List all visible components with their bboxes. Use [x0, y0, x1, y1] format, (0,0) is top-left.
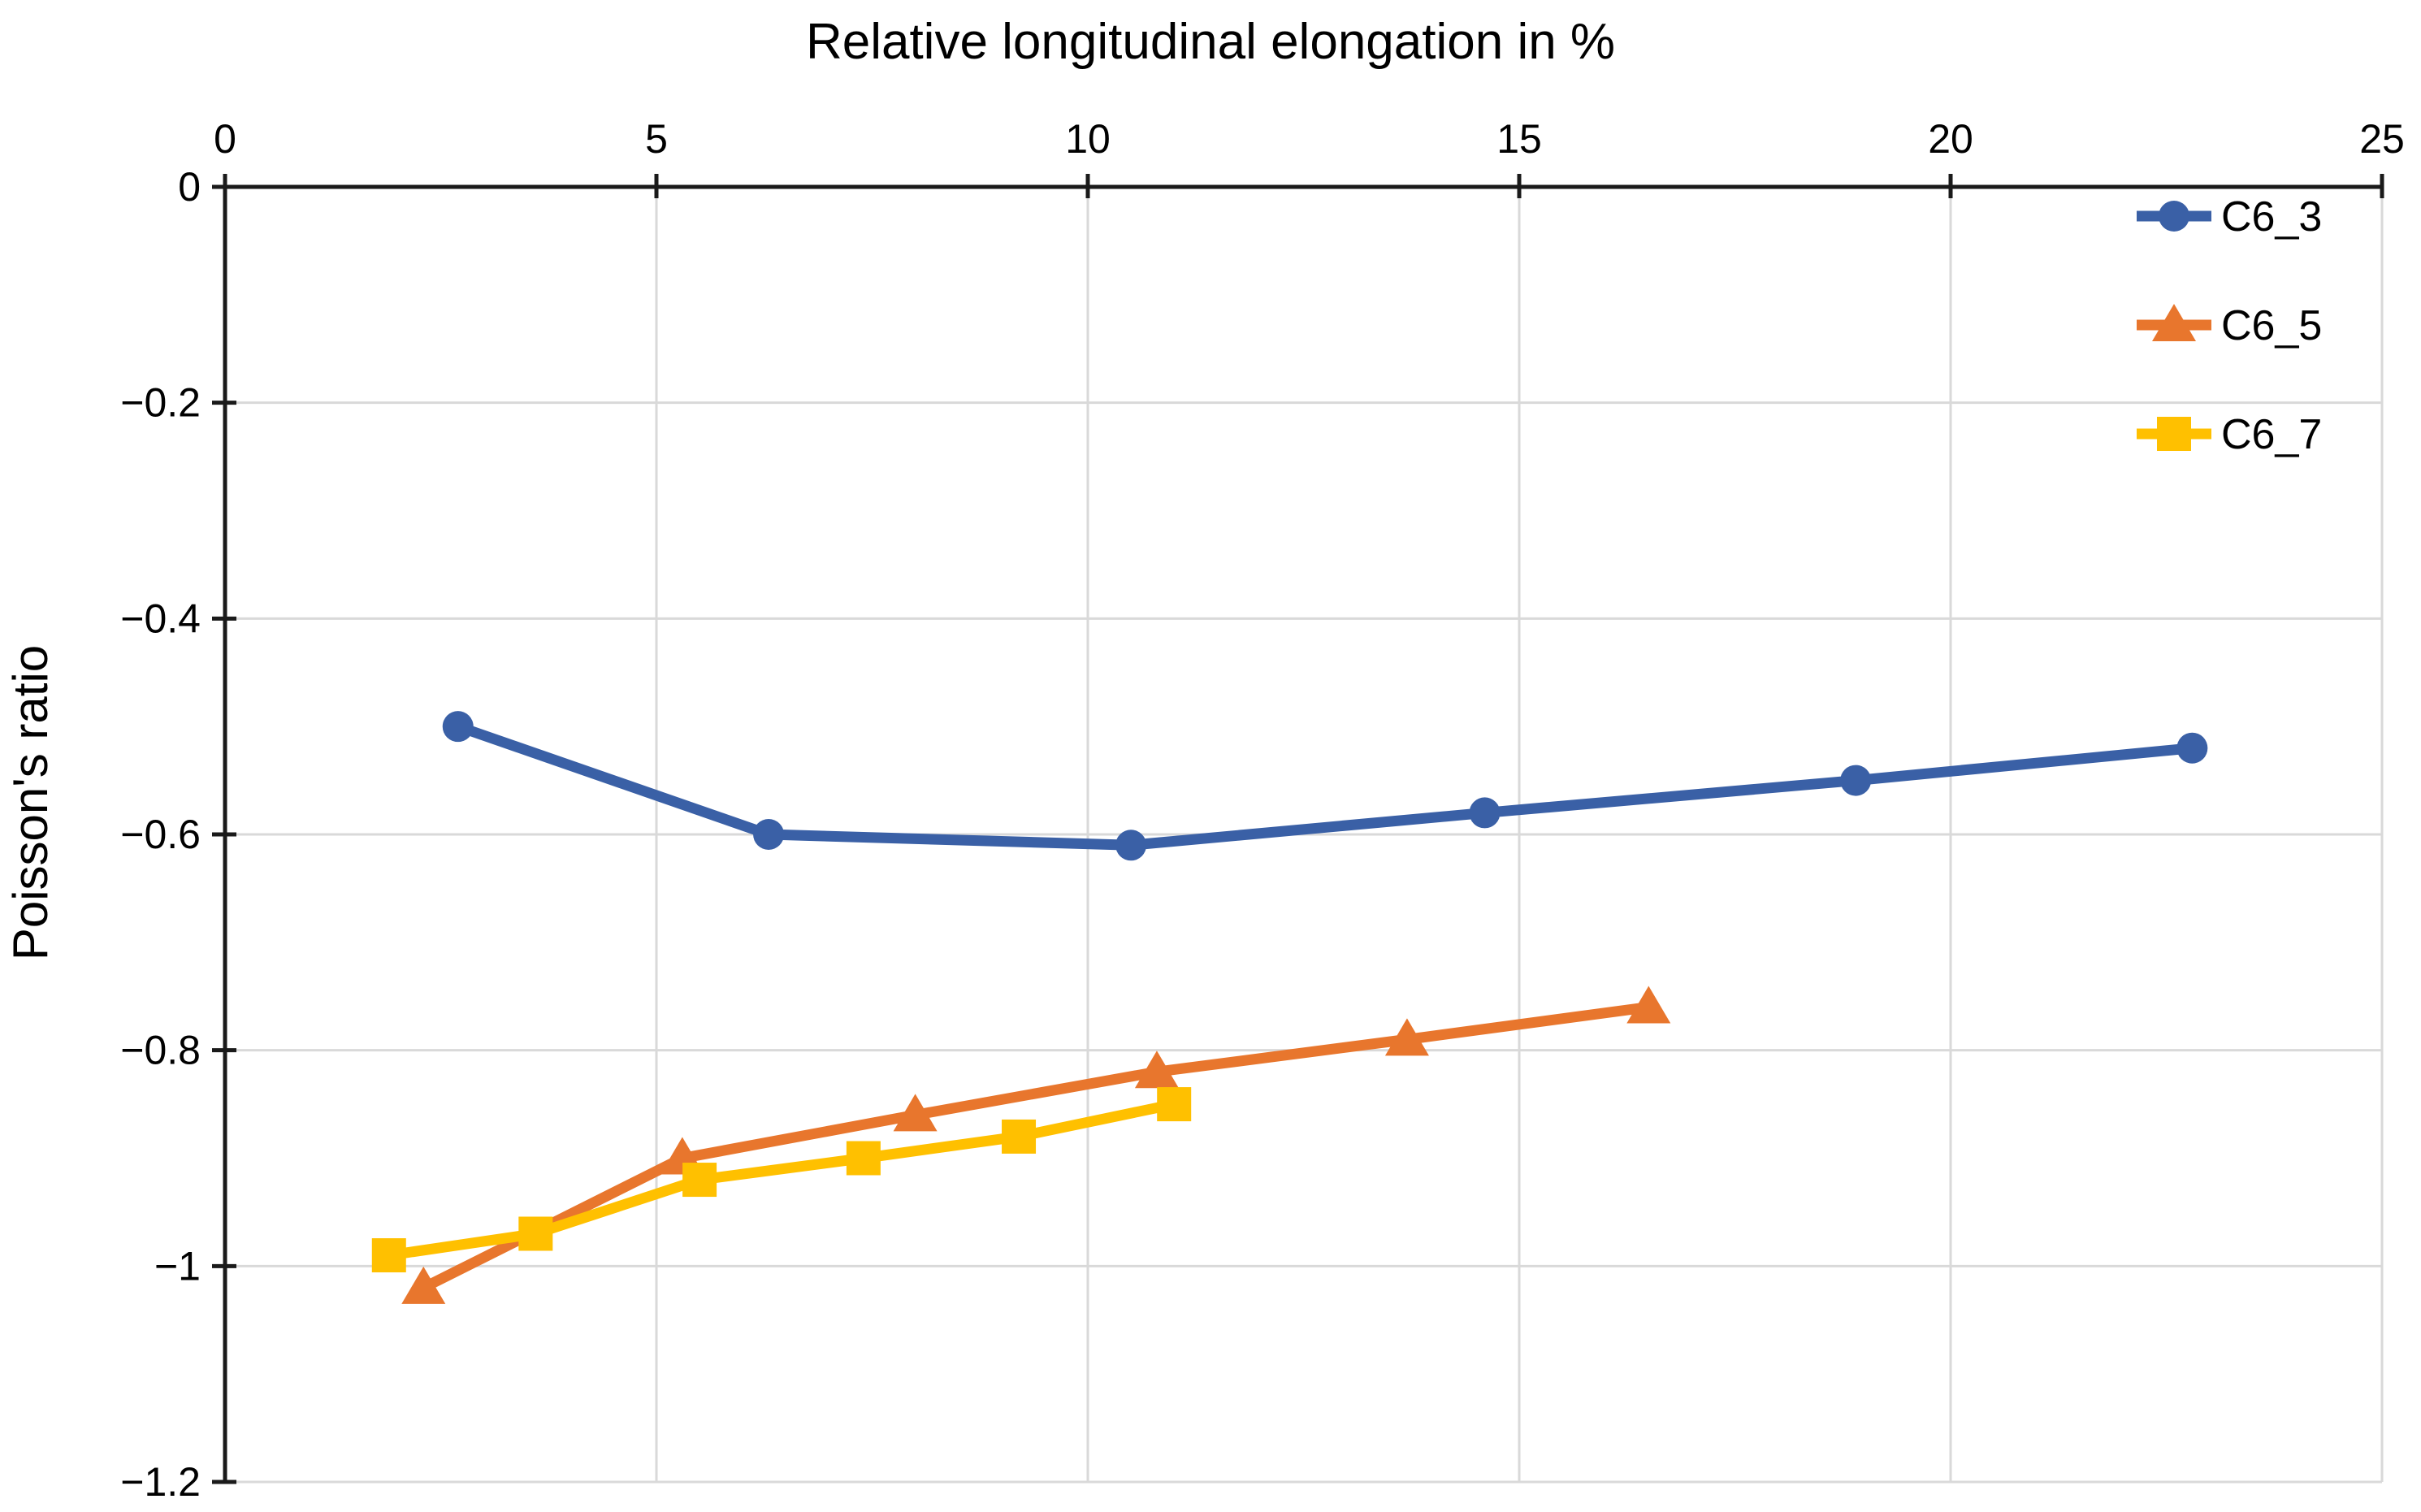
data-point-C6_5-0	[401, 1266, 446, 1304]
x-tick-label-20: 20	[1928, 116, 1973, 162]
series-layer	[371, 711, 2208, 1304]
data-point-C6_3-2	[1115, 830, 1147, 861]
data-point-C6_3-0	[442, 711, 474, 743]
y-tick-label--0.6: −0.6	[120, 812, 201, 857]
data-point-C6_7-5	[1157, 1087, 1192, 1122]
data-point-C6_7-1	[518, 1216, 553, 1251]
y-tick-label-0: 0	[178, 164, 201, 210]
data-point-C6_5-3	[1134, 1051, 1179, 1089]
data-point-C6_3-1	[753, 819, 785, 850]
y-tick-label--0.4: −0.4	[120, 596, 201, 641]
legend-marker-square-icon	[2157, 417, 2191, 451]
legend-item-C6_5: C6_5	[2137, 302, 2322, 349]
tick-labels: 0 5 10 15 20 25 0 −0.2 −0.4 −0.6 −0.8 −1 −1.2	[120, 116, 2405, 1505]
y-tick-label--1.2: −1.2	[120, 1459, 201, 1505]
data-point-C6_7-0	[371, 1238, 406, 1273]
x-tick-label-0: 0	[214, 116, 236, 162]
data-point-C6_3-4	[1840, 765, 1872, 796]
data-point-C6_7-4	[1002, 1119, 1037, 1154]
x-tick-label-5: 5	[645, 116, 668, 162]
legend: C6_3 C6_5 C6_7	[2137, 193, 2322, 458]
y-tick-label--0.2: −0.2	[120, 380, 201, 426]
legend-item-C6_3: C6_3	[2137, 193, 2322, 240]
chart-title: Relative longitudinal elongation in %	[806, 14, 1615, 70]
legend-item-C6_7: C6_7	[2137, 411, 2322, 458]
legend-label-C6_3: C6_3	[2221, 193, 2322, 240]
data-point-C6_3-3	[1469, 797, 1501, 829]
data-point-C6_3-5	[2176, 732, 2208, 764]
axes	[212, 174, 2384, 1484]
data-point-C6_5-2	[893, 1094, 938, 1132]
series-C6_3	[442, 711, 2208, 861]
x-tick-label-10: 10	[1065, 116, 1111, 162]
series-line-C6_7	[383, 1098, 1180, 1261]
y-tick-label--1: −1	[154, 1243, 201, 1289]
x-tick-label-25: 25	[2359, 116, 2405, 162]
legend-label-C6_7: C6_7	[2221, 411, 2322, 458]
series-C6_5	[401, 986, 1671, 1304]
data-point-C6_7-2	[682, 1163, 717, 1198]
y-tick-label--0.8: −0.8	[120, 1028, 201, 1073]
y-axis-title: Poisson's ratio	[3, 645, 58, 960]
data-point-C6_5-4	[1384, 1018, 1429, 1056]
legend-marker-triangle-icon	[2152, 304, 2196, 341]
x-tick-label-15: 15	[1496, 116, 1542, 162]
legend-label-C6_5: C6_5	[2221, 302, 2322, 349]
series-line-C6_3	[453, 721, 2198, 851]
series-C6_7	[371, 1087, 1192, 1273]
data-point-C6_5-5	[1626, 986, 1671, 1024]
legend-marker-circle-icon	[2159, 201, 2189, 232]
series-line-C6_5	[418, 1002, 1654, 1293]
data-point-C6_7-3	[846, 1141, 881, 1176]
